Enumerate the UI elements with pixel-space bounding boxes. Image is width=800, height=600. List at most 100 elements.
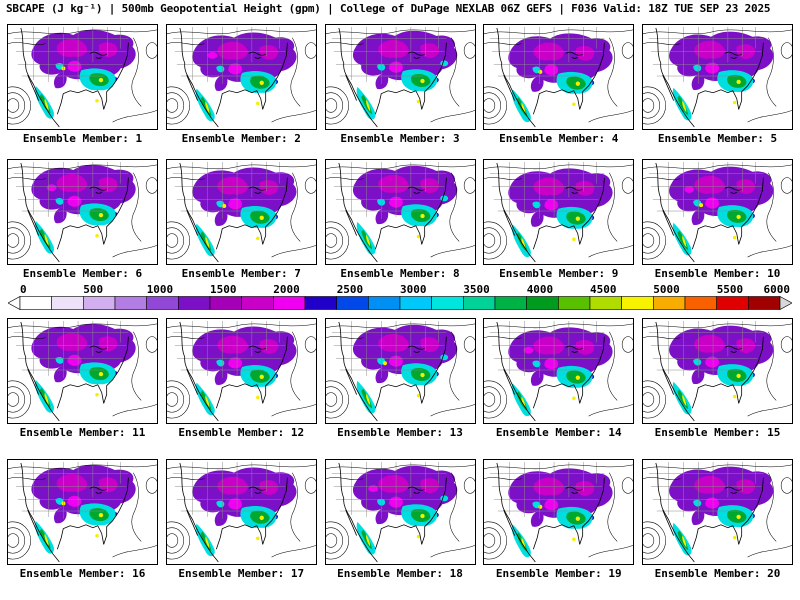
colorbar-tick: 1000 (146, 283, 174, 296)
ensemble-panel: Ensemble Member: 17 (165, 459, 317, 580)
ensemble-panel: Ensemble Member: 6 (7, 159, 158, 280)
ensemble-member-label: Ensemble Member: 1 (22, 132, 143, 145)
ensemble-panel: Ensemble Member: 20 (642, 459, 793, 580)
ensemble-panel: Ensemble Member: 13 (324, 318, 476, 439)
colorbar: 0 500 1000 1500 2000 2500 3000 3500 4000 4500 5000… (8, 283, 792, 310)
ensemble-member-label: Ensemble Member: 10 (654, 267, 781, 280)
ensemble-member-label: Ensemble Member: 16 (19, 567, 146, 580)
colorbar-tick: 3500 (463, 283, 490, 296)
cape-map-svg (325, 320, 475, 422)
ensemble-member-label: Ensemble Member: 19 (495, 567, 622, 580)
ensemble-panel: Ensemble Member: 12 (165, 318, 317, 439)
ensemble-member-label: Ensemble Member: 17 (178, 567, 305, 580)
ensemble-map (483, 159, 635, 265)
ensemble-map (7, 24, 158, 130)
colorbar-tick: 500 (83, 283, 104, 296)
ensemble-panel: Ensemble Member: 1 (7, 24, 158, 145)
ensemble-panel: Ensemble Member: 14 (483, 318, 635, 439)
ensemble-member-label: Ensemble Member: 12 (178, 426, 305, 439)
ensemble-member-label: Ensemble Member: 6 (22, 267, 143, 280)
cape-map-svg (325, 461, 475, 563)
ensemble-map (324, 318, 476, 424)
ensemble-member-label: Ensemble Member: 18 (337, 567, 463, 580)
ensemble-row-3: Ensemble Member: 11 (0, 318, 800, 439)
ensemble-map (642, 24, 793, 130)
ensemble-panel: Ensemble Member: 16 (7, 459, 158, 580)
colorbar-tick: 4000 (526, 283, 554, 296)
ensemble-panel: Ensemble Member: 5 (642, 24, 793, 145)
ensemble-panel: Ensemble Member: 19 (483, 459, 635, 580)
cape-map-svg (166, 26, 316, 128)
colorbar-tick: 2000 (273, 283, 300, 296)
cape-map-svg (643, 26, 792, 128)
page-title: SBCAPE (J kg⁻¹) | 500mb Geopotential Hei… (6, 2, 771, 15)
ensemble-map (7, 459, 158, 565)
ensemble-panel: Ensemble Member: 10 (642, 159, 793, 280)
cape-map-svg (643, 161, 792, 263)
ensemble-panel: Ensemble Member: 3 (324, 24, 476, 145)
cape-map-svg (8, 26, 157, 128)
colorbar-tick: 3000 (400, 283, 427, 296)
colorbar-tick: 0 (20, 283, 27, 296)
ensemble-panel: Ensemble Member: 4 (483, 24, 635, 145)
cape-map-svg (325, 161, 475, 263)
ensemble-map (483, 24, 635, 130)
colorbar-tick: 4500 (590, 283, 617, 296)
ensemble-panel: Ensemble Member: 9 (483, 159, 635, 280)
ensemble-member-label: Ensemble Member: 9 (499, 267, 619, 280)
ensemble-panel: Ensemble Member: 11 (7, 318, 158, 439)
colorbar-tick: 6000 (763, 283, 791, 296)
cape-map-svg (484, 161, 634, 263)
cape-map-svg (8, 161, 157, 263)
ensemble-panel: Ensemble Member: 18 (324, 459, 476, 580)
ensemble-member-label: Ensemble Member: 15 (654, 426, 781, 439)
ensemble-member-label: Ensemble Member: 11 (19, 426, 146, 439)
ensemble-map (324, 159, 476, 265)
cape-map-svg (8, 320, 157, 422)
cape-map-svg (643, 461, 792, 563)
cape-map-svg (325, 26, 475, 128)
cape-map-svg (484, 461, 634, 563)
ensemble-map (642, 459, 793, 565)
colorbar-tick: 2500 (336, 283, 364, 296)
ensemble-row-4: Ensemble Member: 16 (0, 459, 800, 580)
ensemble-member-label: Ensemble Member: 2 (181, 132, 301, 145)
ensemble-map (483, 318, 635, 424)
ensemble-map (7, 159, 158, 265)
cape-map-svg (166, 161, 316, 263)
ensemble-panel: Ensemble Member: 15 (642, 318, 793, 439)
ensemble-panel: Ensemble Member: 2 (165, 24, 317, 145)
ensemble-panel: Ensemble Member: 8 (324, 159, 476, 280)
ensemble-member-label: Ensemble Member: 3 (340, 132, 460, 145)
ensemble-map (165, 459, 317, 565)
ensemble-member-label: Ensemble Member: 5 (657, 132, 778, 145)
ensemble-row-1: Ensemble Member: 1 (0, 24, 800, 145)
ensemble-member-label: Ensemble Member: 7 (181, 267, 301, 280)
ensemble-member-label: Ensemble Member: 13 (337, 426, 463, 439)
ensemble-panel: Ensemble Member: 7 (165, 159, 317, 280)
cape-map-svg (484, 26, 634, 128)
ensemble-map (165, 159, 317, 265)
ensemble-map (324, 24, 476, 130)
ensemble-member-label: Ensemble Member: 14 (495, 426, 622, 439)
ensemble-map (324, 459, 476, 565)
cape-map-svg (166, 461, 316, 563)
colorbar-tick-labels: 0 500 1000 1500 2000 2500 3000 3500 4000 4500 5000… (8, 283, 792, 296)
colorbar-tick: 1500 (210, 283, 237, 296)
ensemble-map (642, 159, 793, 265)
ensemble-map (483, 459, 635, 565)
colorbar-gradient (8, 296, 792, 310)
ensemble-map (165, 24, 317, 130)
cape-map-svg (484, 320, 634, 422)
colorbar-tick: 5000 (653, 283, 680, 296)
ensemble-member-label: Ensemble Member: 4 (499, 132, 619, 145)
ensemble-member-label: Ensemble Member: 8 (340, 267, 460, 280)
ensemble-member-label: Ensemble Member: 20 (654, 567, 781, 580)
colorbar-bar-svg (8, 296, 792, 310)
ensemble-row-2: Ensemble Member: 6 (0, 159, 800, 280)
ensemble-map (7, 318, 158, 424)
ensemble-map (642, 318, 793, 424)
ensemble-map (165, 318, 317, 424)
cape-map-svg (166, 320, 316, 422)
cape-map-svg (8, 461, 157, 563)
